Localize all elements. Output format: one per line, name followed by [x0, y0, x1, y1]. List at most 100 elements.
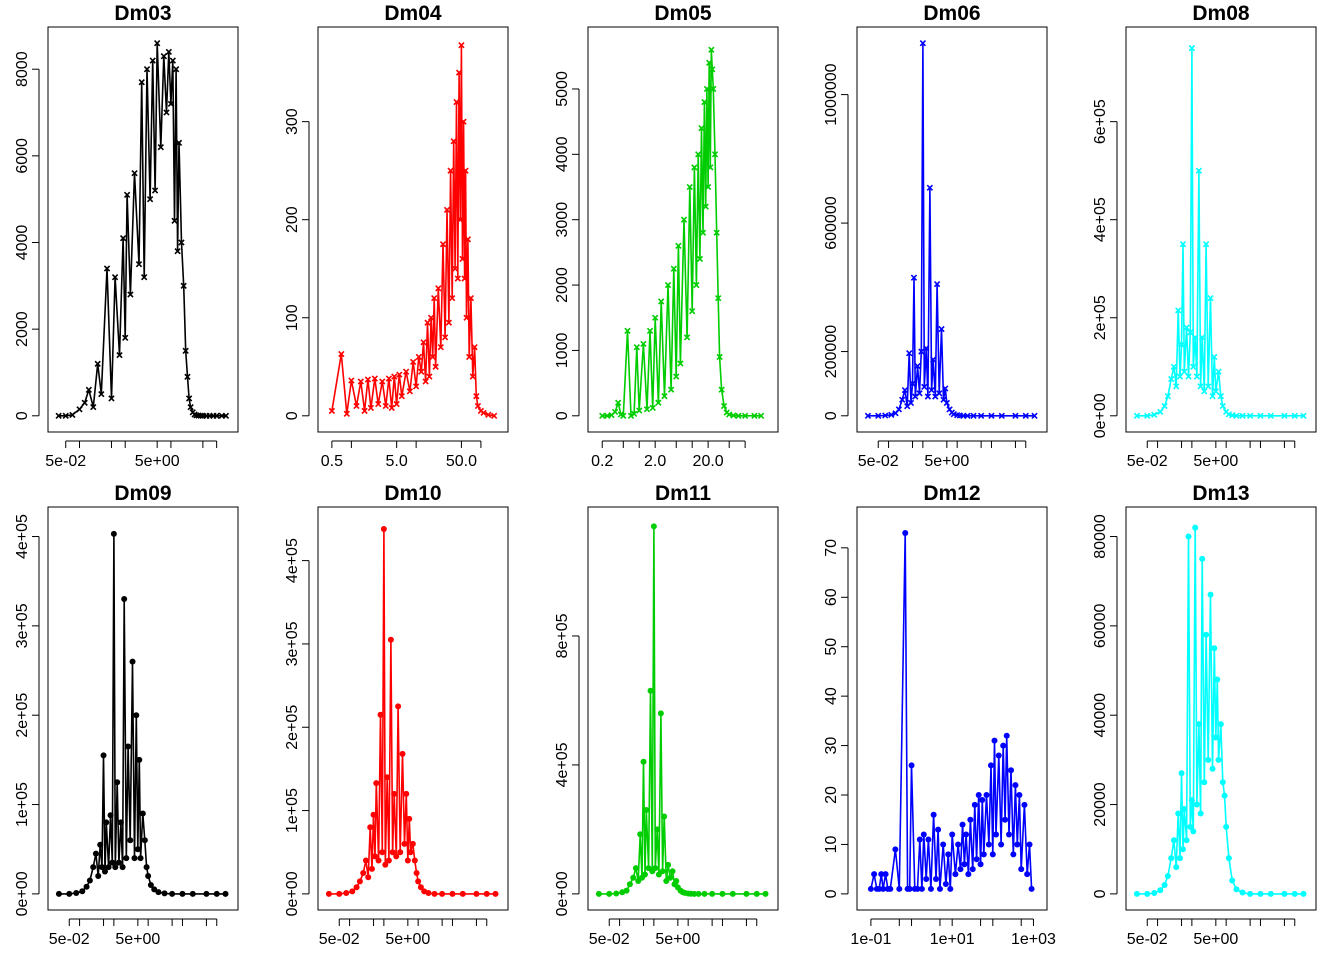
- data-point: [718, 386, 725, 393]
- data-point: [657, 710, 664, 717]
- data-point: [1300, 890, 1307, 897]
- data-point: [328, 407, 336, 415]
- data-point: [908, 762, 915, 769]
- data-point: [1000, 742, 1007, 749]
- data-point: [970, 412, 977, 419]
- data-point: [1199, 334, 1206, 341]
- data-point: [636, 407, 643, 414]
- data-point: [1022, 412, 1029, 419]
- data-point: [985, 841, 992, 848]
- data-point: [424, 319, 431, 326]
- data-point: [380, 525, 387, 532]
- y-tick-label: 600000: [823, 196, 840, 249]
- plot-frame: [317, 506, 509, 911]
- y-tick-label: 4e+05: [284, 538, 301, 583]
- data-point: [1133, 890, 1140, 897]
- data-point: [180, 282, 187, 289]
- data-point: [918, 348, 925, 355]
- plot-frame: [587, 26, 779, 433]
- panel-title: Dm10: [384, 482, 441, 505]
- data-point: [1197, 383, 1204, 390]
- data-point: [1183, 324, 1190, 331]
- y-tick-label: 10: [823, 835, 840, 853]
- data-point: [393, 853, 400, 860]
- data-point: [680, 216, 688, 223]
- data-point: [425, 890, 432, 897]
- y-tick-label: 300: [284, 108, 301, 135]
- data-point: [1229, 877, 1236, 884]
- data-point: [979, 796, 986, 803]
- data-point: [878, 871, 885, 878]
- data-point: [673, 877, 680, 884]
- data-point: [650, 523, 657, 530]
- data-point: [437, 343, 444, 351]
- data-point: [882, 871, 889, 878]
- data-point: [117, 819, 124, 826]
- data-point: [1215, 756, 1222, 763]
- data-point: [406, 815, 413, 822]
- data-point: [887, 885, 894, 892]
- data-point: [100, 752, 107, 759]
- data-point: [741, 412, 749, 419]
- data-point: [81, 399, 88, 406]
- data-point: [396, 371, 403, 378]
- data-point: [720, 402, 728, 410]
- y-tick-label: 4e+05: [14, 514, 31, 559]
- data-point: [1003, 732, 1010, 739]
- x-tick-label: 5e-02: [1127, 453, 1168, 470]
- data-point: [633, 343, 640, 351]
- y-tick-label: 8000: [14, 51, 31, 87]
- data-point: [663, 877, 670, 884]
- data-point: [169, 57, 176, 64]
- data-point: [123, 855, 130, 862]
- data-point: [907, 399, 915, 407]
- data-point: [938, 325, 945, 333]
- data-point: [654, 826, 661, 833]
- data-point: [1168, 855, 1175, 862]
- data-point: [103, 265, 111, 272]
- y-tick-label: 20000: [1092, 782, 1109, 827]
- panel-dm03: Dm03 5e-02 5e+00 0 2000 4000 6000 8000: [14, 2, 239, 470]
- data-point: [665, 861, 672, 868]
- x-tick-label: 5e-02: [45, 453, 86, 470]
- y-tick-label: 40: [823, 687, 840, 705]
- data-point: [364, 376, 372, 383]
- data-point: [420, 339, 427, 346]
- y-tick-label: 6000: [14, 138, 31, 174]
- data-point: [927, 885, 934, 892]
- panel-title: Dm13: [1192, 482, 1249, 505]
- data-point: [704, 183, 712, 191]
- data-point: [462, 167, 469, 174]
- data-point: [624, 327, 631, 334]
- data-point: [987, 762, 994, 769]
- data-point: [356, 878, 363, 885]
- data-point: [993, 831, 1000, 838]
- series-line: [1136, 526, 1304, 895]
- data-point: [640, 758, 647, 765]
- data-point: [149, 57, 156, 64]
- data-point: [971, 801, 978, 808]
- data-point: [699, 229, 707, 236]
- data-point: [709, 66, 716, 73]
- data-point: [599, 412, 606, 419]
- data-point: [926, 184, 934, 191]
- data-point: [1164, 873, 1171, 880]
- data-point: [1026, 841, 1033, 848]
- y-axis: 0 1000 2000 3000 4000 5000: [554, 71, 580, 420]
- data-point: [677, 360, 684, 367]
- series-line: [58, 42, 226, 417]
- data-point: [1007, 767, 1014, 774]
- y-tick-label: 50: [823, 638, 840, 656]
- data-point: [964, 412, 971, 419]
- data-point: [611, 408, 619, 416]
- data-point: [1176, 373, 1184, 380]
- plot-frame: [317, 26, 509, 433]
- data-point: [1012, 412, 1019, 419]
- data-point: [387, 636, 394, 643]
- data-point: [1233, 412, 1240, 419]
- data-point: [382, 402, 389, 410]
- panel-dm12: Dm12 1e-01 1e+01 1e+03 0 10 20 30 40 50 60 70: [823, 482, 1056, 948]
- data-point: [1281, 412, 1288, 419]
- x-tick-label: 5e+00: [115, 931, 160, 948]
- data-point: [115, 859, 122, 866]
